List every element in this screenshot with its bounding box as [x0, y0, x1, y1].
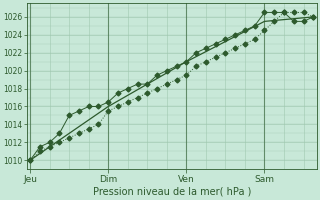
- X-axis label: Pression niveau de la mer( hPa ): Pression niveau de la mer( hPa ): [92, 187, 251, 197]
